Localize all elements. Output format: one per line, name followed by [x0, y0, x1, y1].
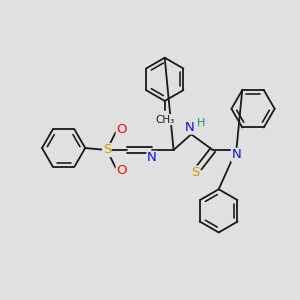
- Text: N: N: [147, 152, 157, 164]
- Text: O: O: [116, 123, 127, 136]
- Text: S: S: [103, 143, 111, 157]
- Text: CH₃: CH₃: [155, 115, 174, 124]
- Text: S: S: [191, 166, 199, 179]
- Text: O: O: [116, 164, 127, 177]
- Text: H: H: [197, 118, 205, 128]
- Text: N: N: [184, 121, 194, 134]
- Text: N: N: [232, 148, 241, 161]
